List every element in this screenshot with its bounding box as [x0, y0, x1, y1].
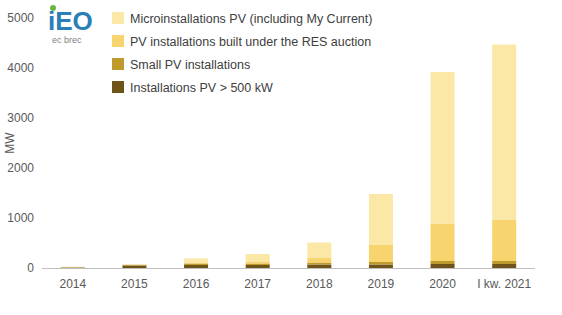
bar: [122, 264, 146, 266]
x-tick-label: 2018: [306, 277, 333, 291]
bar: [246, 265, 270, 268]
y-tick-label: 3000: [7, 111, 34, 125]
bar: [246, 254, 270, 262]
logo-text: iEO: [48, 6, 93, 36]
logo: iEOec brec: [48, 5, 93, 45]
chart: 0 1000 2000 3000 4000 5000 2014 2015 2016 2017 201…: [0, 0, 562, 315]
bar: [122, 264, 146, 265]
y-axis-label: MW: [3, 132, 17, 154]
y-tick-label: 5000: [7, 11, 34, 25]
legend-swatch: [112, 35, 124, 47]
legend-label: PV installations built under the RES auc…: [130, 35, 371, 49]
legend-label: Small PV installations: [130, 58, 250, 72]
legend-label: Installations PV > 500 kW: [130, 81, 273, 95]
bar: [246, 264, 270, 266]
x-tick-label: 2014: [59, 277, 86, 291]
y-tick-label: 1000: [7, 211, 34, 225]
bar: [61, 266, 85, 268]
bar: [431, 264, 455, 268]
y-tick-label: 2000: [7, 161, 34, 175]
x-tick-label: 2017: [244, 277, 271, 291]
bar: [122, 264, 146, 265]
legend: Microinstallations PV (including My Curr…: [112, 12, 372, 95]
bar: [431, 224, 455, 262]
legend-swatch: [112, 81, 124, 93]
logo-dot: [50, 5, 56, 11]
x-tick-label: 2016: [183, 277, 210, 291]
bars: [61, 45, 516, 269]
bar: [122, 266, 146, 269]
bar: [307, 258, 331, 263]
logo-subtext: ec brec: [52, 35, 82, 45]
bar: [369, 265, 393, 269]
bar: [246, 262, 270, 264]
bar: [184, 259, 208, 264]
bar: [369, 194, 393, 245]
x-tick-label: 2020: [429, 277, 456, 291]
bar: [184, 264, 208, 266]
bar: [492, 45, 516, 220]
y-tick-label: 0: [27, 261, 34, 275]
legend-swatch: [112, 12, 124, 24]
x-tick-label: I kw. 2021: [477, 277, 531, 291]
bar: [184, 265, 208, 268]
legend-swatch: [112, 58, 124, 70]
x-tick-label: 2019: [368, 277, 395, 291]
bar: [307, 263, 331, 265]
bar: [61, 267, 85, 268]
bar: [431, 261, 455, 264]
bar: [307, 243, 331, 258]
bar: [307, 265, 331, 269]
bar: [492, 264, 516, 268]
bar: [61, 267, 85, 268]
legend-label: Microinstallations PV (including My Curr…: [130, 12, 372, 26]
y-tick-label: 4000: [7, 61, 34, 75]
bar: [61, 267, 85, 268]
x-axis-line: [42, 268, 535, 269]
x-tick-label: 2015: [121, 277, 148, 291]
bar: [431, 72, 455, 224]
bar: [492, 220, 516, 262]
bar: [492, 261, 516, 264]
bar: [369, 262, 393, 265]
bar: [369, 245, 393, 263]
